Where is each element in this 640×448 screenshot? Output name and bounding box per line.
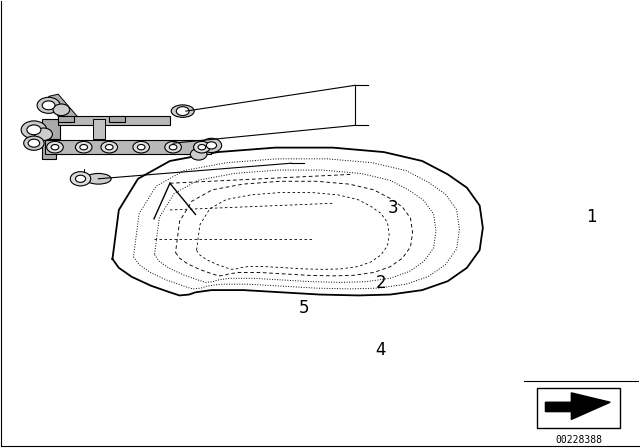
Bar [58,116,74,122]
Circle shape [76,142,92,153]
Circle shape [42,101,55,110]
Text: 2: 2 [375,275,386,293]
Circle shape [193,142,210,153]
Ellipse shape [172,105,194,117]
Ellipse shape [86,173,111,184]
Circle shape [27,125,41,135]
Circle shape [106,145,113,150]
Circle shape [101,142,118,153]
Circle shape [28,139,40,147]
Bar [42,119,60,139]
Circle shape [170,145,177,150]
Bar [93,119,105,139]
Circle shape [53,104,70,116]
Text: 5: 5 [299,299,309,317]
Bar [109,116,125,122]
Text: 1: 1 [586,207,596,226]
Circle shape [133,142,150,153]
Circle shape [76,175,86,182]
Polygon shape [545,393,610,419]
Circle shape [37,97,60,113]
Circle shape [51,145,59,150]
Text: 00228388: 00228388 [555,435,602,445]
Polygon shape [49,94,77,116]
Text: 3: 3 [388,199,399,217]
Circle shape [165,142,181,153]
Circle shape [190,149,207,160]
Circle shape [201,138,221,152]
Bar [45,140,211,154]
Bar [537,388,620,428]
Bar [42,139,56,159]
Circle shape [138,145,145,150]
Circle shape [80,145,88,150]
Circle shape [176,107,189,116]
Circle shape [70,172,91,186]
Circle shape [47,142,63,153]
Bar [58,116,170,125]
Polygon shape [28,122,51,139]
Circle shape [24,136,44,150]
Circle shape [198,145,205,150]
Circle shape [206,142,216,149]
Text: 4: 4 [376,341,386,359]
Circle shape [35,128,52,141]
Circle shape [21,121,47,139]
